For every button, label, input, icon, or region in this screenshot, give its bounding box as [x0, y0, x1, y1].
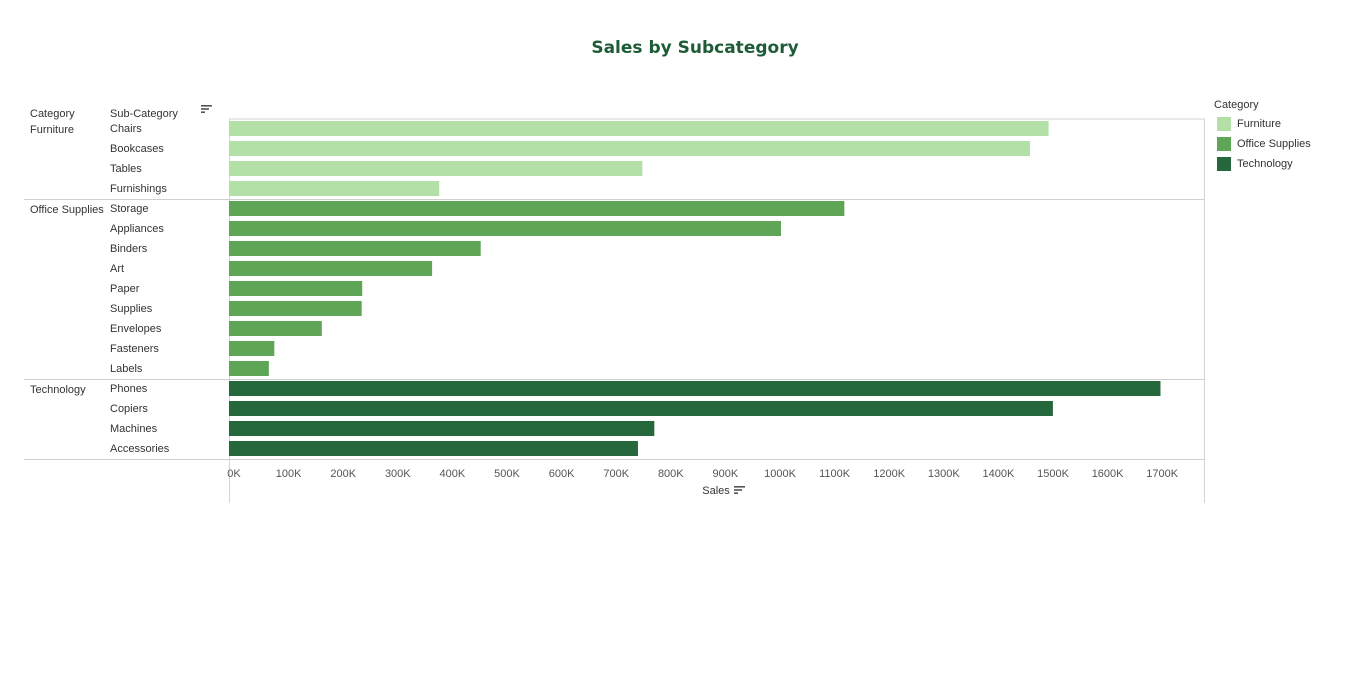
x-tick-label: 1700K [1146, 468, 1178, 480]
x-tick-label: 500K [494, 468, 520, 480]
legend-swatch [1217, 157, 1231, 171]
subcategory-label: Fasteners [110, 343, 159, 355]
subcategory-label: Art [110, 263, 124, 275]
category-label: Office Supplies [30, 204, 104, 216]
bar [229, 281, 363, 296]
x-tick-label: 400K [440, 468, 466, 480]
sort-descending-icon[interactable] [200, 104, 214, 114]
x-tick-label: 100K [276, 468, 302, 480]
chart-title: Sales by Subcategory [591, 38, 799, 58]
x-tick-label: 1500K [1037, 468, 1069, 480]
x-tick-label: 1300K [928, 468, 960, 480]
x-axis-title: Sales [702, 485, 730, 497]
subcategory-label: Machines [110, 423, 158, 435]
bar [229, 141, 1030, 156]
subcategory-label: Accessories [110, 443, 170, 455]
bar [229, 321, 322, 336]
bar [229, 441, 638, 456]
subcategory-label: Envelopes [110, 323, 162, 335]
x-tick-label: 1100K [819, 468, 851, 480]
x-tick-label: 1000K [764, 468, 796, 480]
subcategory-label: Chairs [110, 123, 142, 135]
subcategory-label: Copiers [110, 403, 148, 415]
x-tick-label: 0K [227, 468, 241, 480]
subcategory-label: Bookcases [110, 143, 164, 155]
subcategory-label: Labels [110, 363, 143, 375]
subcategory-label: Storage [110, 203, 149, 215]
subcategory-column-header[interactable]: Sub-Category [110, 108, 178, 120]
legend-item-office-supplies[interactable]: Office Supplies [1214, 134, 1311, 154]
legend-label: Furniture [1237, 118, 1282, 130]
subcategory-label: Tables [110, 163, 142, 175]
category-label: Furniture [30, 124, 74, 136]
bar [229, 421, 655, 436]
x-tick-label: 200K [330, 468, 356, 480]
x-tick-label: 900K [713, 468, 739, 480]
bar [229, 121, 1049, 136]
subcategory-label: Binders [110, 243, 148, 255]
legend-swatch [1217, 137, 1231, 151]
subcategory-label: Paper [110, 283, 140, 295]
subcategory-label: Appliances [110, 223, 164, 235]
bar [229, 241, 481, 256]
x-tick-label: 1200K [873, 468, 905, 480]
subcategory-label: Supplies [110, 303, 153, 315]
legend-swatch [1217, 117, 1231, 131]
x-tick-label: 800K [658, 468, 684, 480]
bar [229, 361, 269, 376]
legend-item-furniture[interactable]: Furniture [1214, 114, 1311, 134]
legend-title: Category [1214, 99, 1259, 111]
x-tick-label: 700K [603, 468, 629, 480]
bar [229, 341, 275, 356]
subcategory-label: Phones [110, 383, 148, 395]
bar [229, 401, 1053, 416]
x-tick-label: 600K [549, 468, 575, 480]
category-column-header[interactable]: Category [30, 108, 75, 120]
bar [229, 381, 1161, 396]
legend-item-technology[interactable]: Technology [1214, 154, 1311, 174]
subcategory-label: Furnishings [110, 183, 167, 195]
sort-descending-icon[interactable] [733, 485, 747, 495]
bar [229, 201, 845, 216]
bar [229, 221, 782, 236]
bar [229, 261, 433, 276]
x-tick-label: 1400K [982, 468, 1014, 480]
legend-label: Office Supplies [1237, 138, 1311, 150]
bar [229, 161, 643, 176]
bar [229, 301, 362, 316]
x-tick-label: 1600K [1092, 468, 1124, 480]
x-tick-label: 300K [385, 468, 411, 480]
legend: Category Furniture Office Supplies Techn… [1214, 99, 1311, 174]
legend-label: Technology [1237, 158, 1293, 170]
bar [229, 181, 440, 196]
category-label: Technology [30, 384, 86, 396]
